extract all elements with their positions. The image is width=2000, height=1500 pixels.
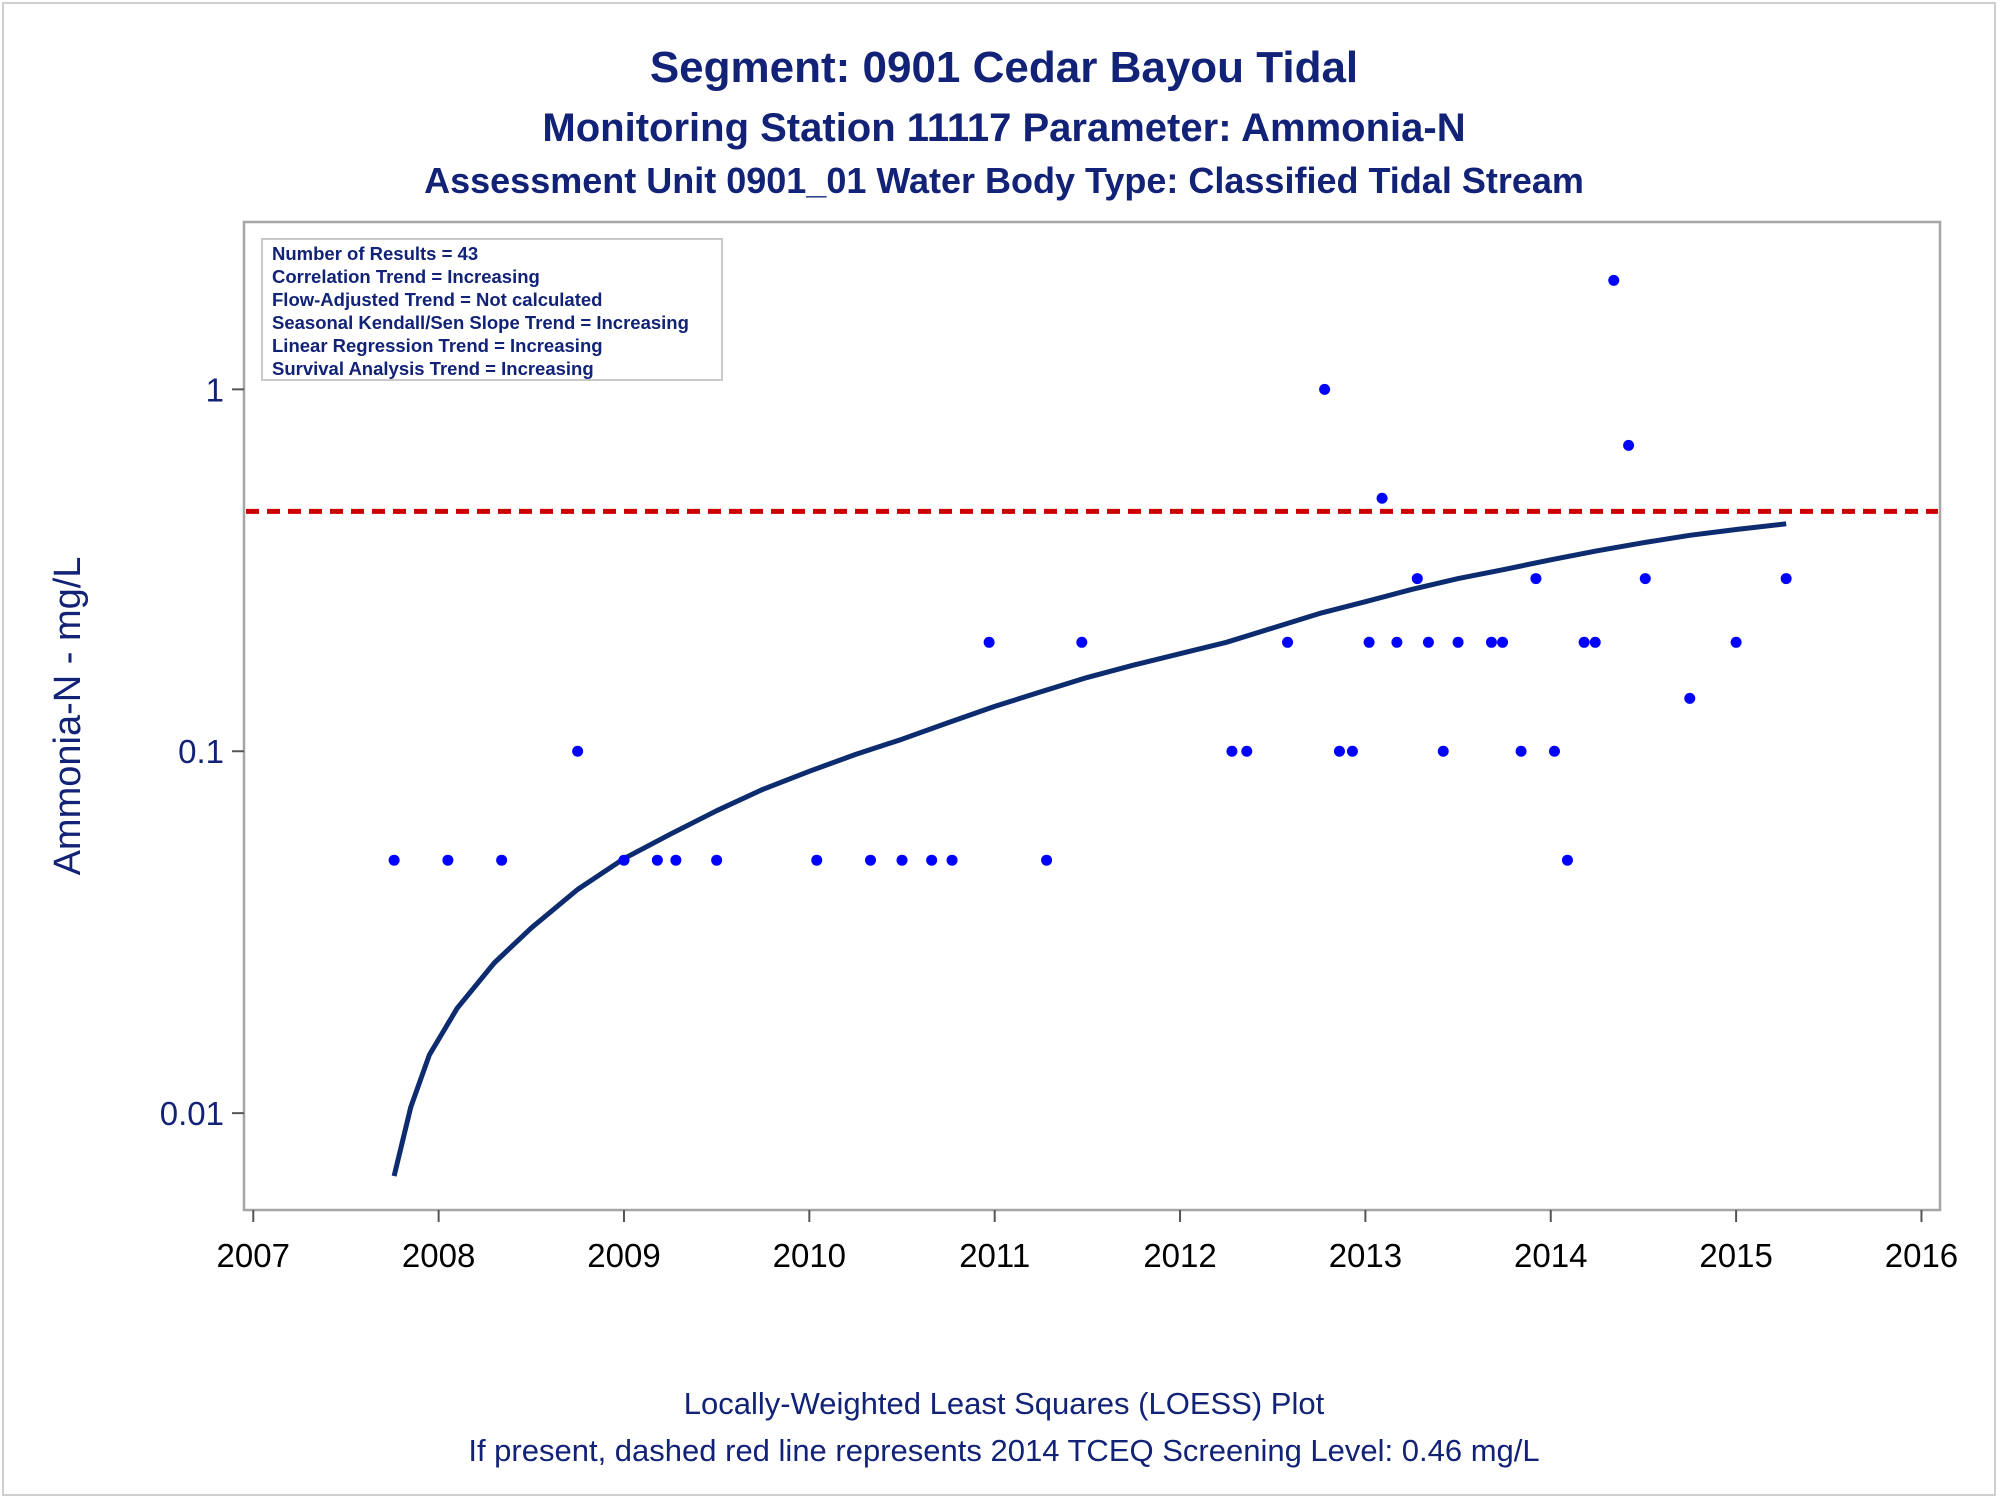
data-point — [1282, 636, 1294, 648]
data-point — [1411, 573, 1423, 585]
trend-info-line: Seasonal Kendall/Sen Slope Trend = Incre… — [272, 312, 689, 333]
data-point — [1530, 573, 1542, 585]
data-point — [896, 854, 908, 866]
trend-info-line: Number of Results = 43 — [272, 243, 478, 264]
footnote-screening: If present, dashed red line represents 2… — [468, 1433, 1539, 1468]
data-point — [1391, 636, 1403, 648]
data-point — [1452, 636, 1464, 648]
x-tick-label: 2012 — [1143, 1237, 1216, 1274]
x-tick-label: 2011 — [959, 1237, 1030, 1274]
trend-info-box: Number of Results = 43 Correlation Trend… — [261, 238, 723, 381]
chart-svg: Segment: 0901 Cedar Bayou Tidal Monitori… — [47, 43, 1958, 1468]
data-point — [496, 854, 508, 866]
trend-info-line: Flow-Adjusted Trend = Not calculated — [272, 289, 602, 310]
x-tick-label: 2015 — [1699, 1237, 1772, 1274]
data-point — [1608, 274, 1620, 286]
y-tick-label: 1 — [206, 371, 224, 408]
x-axis: 2007 2008 2009 2010 2011 2012 2013 2014 2015 2016 — [217, 1210, 1958, 1274]
data-point — [442, 854, 454, 866]
data-point — [1684, 692, 1696, 704]
data-point — [1376, 492, 1388, 504]
data-point — [1623, 439, 1635, 451]
loess-curve — [391, 521, 1787, 1177]
data-point — [1730, 636, 1742, 648]
data-point — [1780, 573, 1792, 585]
data-point — [1333, 745, 1345, 757]
plot-area — [242, 220, 1942, 1212]
data-point — [1041, 854, 1053, 866]
y-axis-label: Ammonia-N - mg/L — [47, 557, 89, 876]
x-tick-label: 2014 — [1514, 1237, 1587, 1274]
x-tick-label: 2013 — [1329, 1237, 1402, 1274]
data-point — [670, 854, 682, 866]
data-point — [1485, 636, 1497, 648]
data-point — [1076, 636, 1088, 648]
data-point — [1515, 745, 1527, 757]
x-tick-label: 2016 — [1885, 1237, 1958, 1274]
trend-info-line: Correlation Trend = Increasing — [272, 266, 540, 287]
data-point — [1578, 636, 1590, 648]
data-point — [1346, 745, 1358, 757]
data-point — [865, 854, 877, 866]
x-tick-label: 2009 — [587, 1237, 660, 1274]
data-point — [1561, 854, 1573, 866]
data-point — [1589, 636, 1601, 648]
y-tick-label: 0.01 — [160, 1095, 224, 1132]
data-point — [388, 854, 400, 866]
x-tick-label: 2007 — [217, 1237, 290, 1274]
data-point — [811, 854, 823, 866]
chart-title: Segment: 0901 Cedar Bayou Tidal — [650, 43, 1358, 92]
data-point — [1548, 745, 1560, 757]
data-point — [572, 745, 584, 757]
data-point — [711, 854, 723, 866]
data-point — [1639, 573, 1651, 585]
x-tick-label: 2010 — [773, 1237, 846, 1274]
data-point — [1497, 636, 1509, 648]
y-axis: 0.01 0.1 1 — [160, 371, 244, 1132]
data-point — [1226, 745, 1238, 757]
data-point — [926, 854, 938, 866]
y-tick-label: 0.1 — [178, 733, 224, 770]
data-point — [651, 854, 663, 866]
data-point — [1437, 745, 1449, 757]
data-point — [1241, 745, 1253, 757]
data-point — [983, 636, 995, 648]
chart-marks — [246, 274, 1938, 1177]
data-point — [618, 854, 630, 866]
trend-info-line: Survival Analysis Trend = Increasing — [272, 358, 594, 379]
chart-subtitle: Monitoring Station 11117 Parameter: Ammo… — [542, 106, 1465, 150]
x-tick-label: 2008 — [402, 1237, 475, 1274]
data-point — [1319, 383, 1331, 395]
trend-info-box-border — [261, 238, 723, 381]
data-point — [946, 854, 958, 866]
footnote-loess: Locally-Weighted Least Squares (LOESS) P… — [684, 1386, 1325, 1421]
data-point — [1422, 636, 1434, 648]
chart-subtitle2: Assessment Unit 0901_01 Water Body Type:… — [424, 160, 1584, 201]
trend-info-line: Linear Regression Trend = Increasing — [272, 335, 603, 356]
data-point — [1363, 636, 1375, 648]
